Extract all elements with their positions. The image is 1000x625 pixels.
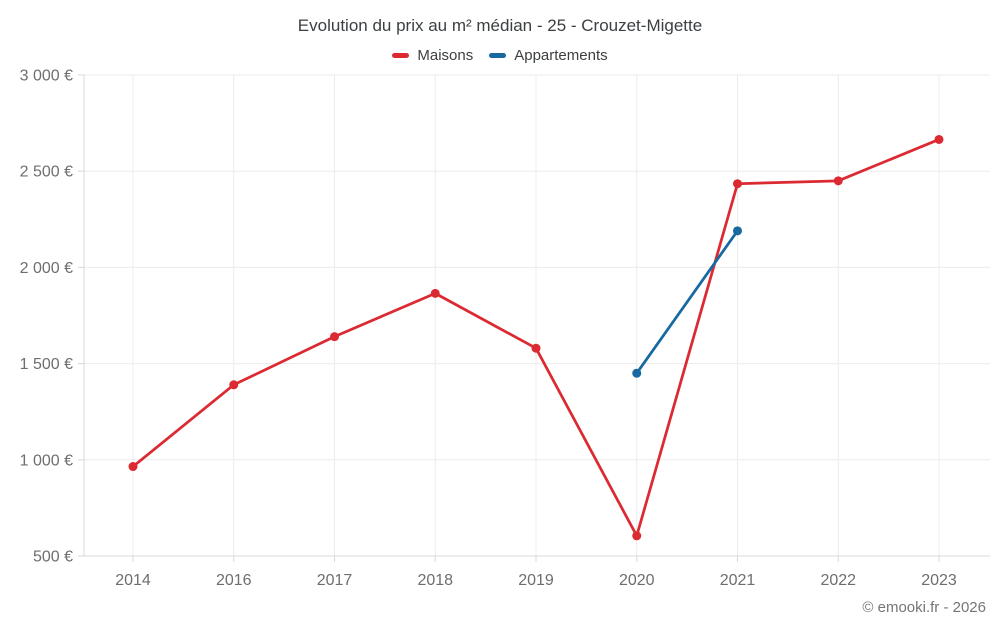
data-point-maisons-2023[interactable]	[934, 134, 944, 144]
y-tick-label: 500 €	[33, 549, 73, 566]
x-tick-label: 2022	[820, 572, 856, 589]
data-point-maisons-2014[interactable]	[128, 462, 138, 472]
x-tick-label: 2023	[921, 572, 957, 589]
data-point-maisons-2022[interactable]	[833, 176, 843, 186]
chart-legend: Maisons Appartements	[0, 47, 1000, 64]
x-tick-label: 2017	[317, 572, 353, 589]
x-tick-label: 2020	[619, 572, 655, 589]
y-tick-label: 1 000 €	[20, 452, 73, 469]
appartements-legend-swatch-icon	[489, 53, 507, 58]
legend-item-label: Appartements	[514, 47, 608, 64]
y-tick-label: 2 000 €	[20, 260, 73, 277]
legend-item-label: Maisons	[417, 47, 474, 64]
x-tick-label: 2016	[216, 572, 252, 589]
y-tick-label: 1 500 €	[20, 356, 73, 373]
data-point-maisons-2018[interactable]	[430, 288, 440, 298]
x-tick-label: 2014	[115, 572, 151, 589]
data-point-maisons-2017[interactable]	[330, 332, 339, 342]
maisons-legend-swatch-icon	[392, 53, 410, 58]
legend-item-maisons[interactable]: Maisons	[392, 47, 473, 64]
x-tick-label: 2019	[518, 572, 554, 589]
x-tick-label: 2018	[417, 572, 453, 589]
y-tick-label: 3 000 €	[20, 68, 73, 85]
data-point-maisons-2016[interactable]	[229, 380, 239, 390]
data-point-maisons-2019[interactable]	[531, 343, 541, 353]
data-point-maisons-2021[interactable]	[733, 179, 742, 189]
chart-title: Evolution du prix au m² médian - 25 - Cr…	[297, 16, 703, 35]
series-line-appartements	[635, 229, 739, 375]
data-point-appartements-2020[interactable]	[632, 368, 642, 378]
legend-item-appartements[interactable]: Appartements	[489, 47, 608, 64]
data-point-maisons-2020[interactable]	[632, 531, 642, 541]
y-tick-label: 2 500 €	[20, 164, 73, 181]
x-tick-label: 2021	[720, 572, 756, 589]
data-point-appartements-2021[interactable]	[733, 226, 742, 236]
footer-credit: © emooki.fr - 2026	[862, 599, 986, 616]
